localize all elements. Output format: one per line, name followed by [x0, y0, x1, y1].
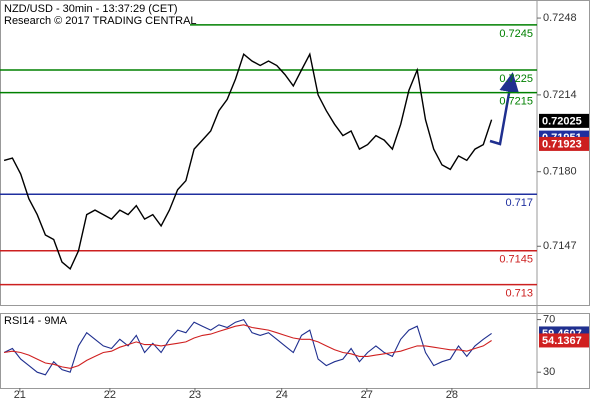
x-tick-label: 22 [104, 389, 116, 400]
price-box-label: 54.1367 [542, 335, 582, 347]
x-tick-label: 23 [189, 389, 201, 400]
y-tick-label: 0.7248 [543, 12, 577, 24]
x-tick-label: 27 [361, 389, 373, 400]
x-tick-label: 28 [446, 389, 458, 400]
price-box-label: 0.71923 [542, 138, 582, 150]
level-label: 0.7245 [499, 28, 533, 40]
level-label: 0.7145 [499, 254, 533, 266]
level-label: 0.7225 [499, 73, 533, 85]
level-label: 0.717 [505, 197, 533, 209]
chart-subtitle: Research © 2017 TRADING CENTRAL [4, 15, 197, 27]
chart-title: NZD/USD - 30min - 13:37:29 (CET) [4, 3, 178, 15]
forecast-arrow [489, 72, 520, 146]
rsi-title: RSI14 - 9MA [4, 315, 68, 327]
x-tick-label: 21 [14, 389, 26, 400]
series-line [4, 324, 492, 369]
level-label: 0.713 [505, 288, 533, 300]
price-box [539, 333, 589, 348]
level-label: 0.7215 [499, 96, 533, 108]
series-line [3, 52, 493, 271]
rsi-panel [0, 313, 590, 389]
y-tick-label: 70 [543, 313, 555, 325]
price-box-label: 0.72025 [542, 115, 582, 127]
price-box [539, 113, 589, 128]
y-tick-label: 0.7147 [543, 240, 577, 252]
price-box [539, 136, 589, 151]
y-tick-label: 0.7214 [543, 89, 577, 101]
x-tick-label: 24 [276, 389, 288, 400]
y-tick-label: 0.7180 [543, 166, 577, 178]
y-tick-label: 30 [543, 366, 555, 378]
